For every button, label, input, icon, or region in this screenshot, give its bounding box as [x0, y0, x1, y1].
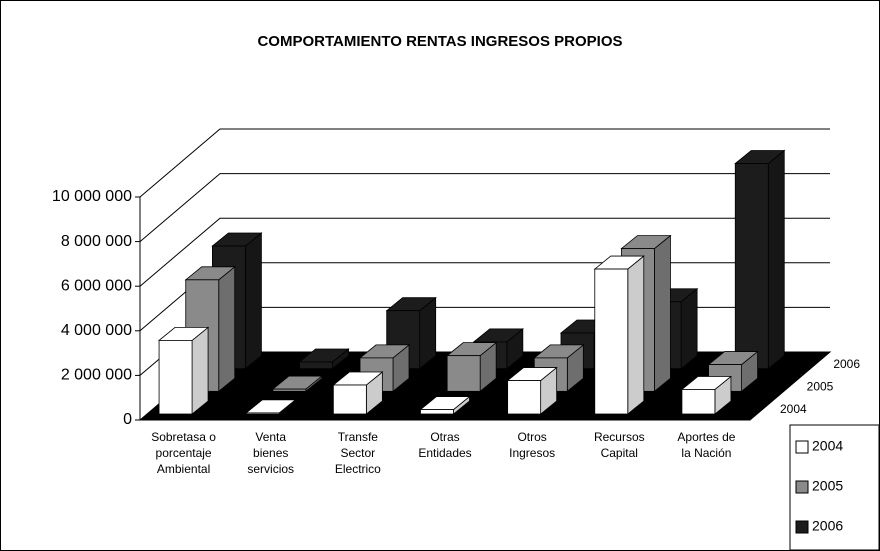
legend-label: 2004 [812, 438, 843, 454]
bar-front [272, 388, 307, 392]
bar-side [767, 149, 785, 370]
x-tick-label-line: Transfe [338, 430, 379, 444]
bar-front [681, 389, 716, 415]
bar [419, 395, 471, 415]
bar [593, 255, 645, 415]
bar-front [158, 340, 193, 415]
x-tick-label-line: servicios [247, 462, 294, 476]
x-tick-label-line: Venta [255, 430, 286, 444]
legend-label: 2006 [812, 518, 843, 534]
grid-line [139, 173, 830, 242]
bar-front [299, 361, 333, 370]
bar-front [507, 380, 542, 415]
bar [332, 371, 384, 415]
bar [271, 375, 324, 393]
depth-label: 2004 [780, 402, 807, 416]
x-tick-label: Aportes de la Nación [677, 430, 735, 460]
grid-line [139, 217, 830, 287]
bar-front [734, 163, 769, 370]
x-tick-label: Sobretasa o porcentaje Ambiental [151, 430, 216, 476]
x-tick-label-line: Sobretasa o [151, 430, 216, 444]
y-tick-label: 8 000 000 [61, 233, 132, 250]
bar-front [332, 384, 367, 415]
x-tick-label: Otros Ingresos [509, 430, 555, 460]
y-tick-label: 0 [123, 411, 132, 428]
x-tick-label-line: Ingresos [509, 446, 555, 460]
x-tick-label-line: Aportes de [677, 430, 735, 444]
bar-side [680, 287, 698, 370]
x-tick-label: Transfe Sector Electrico [335, 430, 381, 476]
bar-front [594, 268, 629, 415]
x-tick-label-line: Otras [430, 430, 459, 444]
bar [734, 149, 786, 370]
y-tick-label: 10 000 000 [52, 188, 132, 205]
x-tick-label: Otras Entidades [418, 430, 471, 460]
x-tick-label: Venta bienes servicios [247, 430, 294, 476]
legend-label: 2005 [812, 478, 843, 494]
legend-swatch [795, 520, 809, 534]
bar-front [420, 409, 454, 415]
legend-swatch [795, 480, 809, 494]
bar [446, 341, 498, 393]
bar [245, 399, 297, 415]
grid-line [139, 128, 830, 198]
x-tick-label-line: Otros [517, 430, 546, 444]
x-tick-label-line: Sector [341, 446, 376, 460]
bar [298, 348, 350, 370]
x-tick-label-line: porcentaje [156, 446, 212, 460]
y-tick-label: 6 000 000 [61, 277, 132, 294]
bar-side [654, 234, 671, 393]
x-tick-label-line: bienes [253, 446, 288, 460]
bar-front [446, 355, 481, 392]
x-tick-label-line: Electrico [335, 462, 381, 476]
depth-label: 2006 [833, 357, 860, 371]
x-tick-label-line: la Nación [681, 446, 731, 460]
x-tick-label-line: Recursos [594, 430, 645, 444]
x-tick-label-line: Ambiental [157, 462, 210, 476]
chart-title: COMPORTAMIENTO RENTAS INGRESOS PROPIOS [257, 33, 622, 50]
bar-side [218, 265, 236, 393]
bar [506, 366, 558, 415]
legend-swatch [795, 440, 809, 454]
x-tick-label-line: Entidades [418, 446, 471, 460]
x-tick-label: Recursos Capital [594, 430, 645, 460]
y-tick-label: 4 000 000 [61, 322, 132, 339]
bar-side [627, 255, 645, 415]
x-tick-label-line: Capital [601, 446, 638, 460]
bar-front [245, 412, 280, 415]
bar-side [191, 326, 209, 415]
depth-label: 2005 [807, 380, 834, 394]
y-tick-label: 2 000 000 [61, 367, 132, 384]
bar-side [245, 232, 262, 370]
bar [157, 326, 210, 415]
bar [680, 375, 733, 415]
